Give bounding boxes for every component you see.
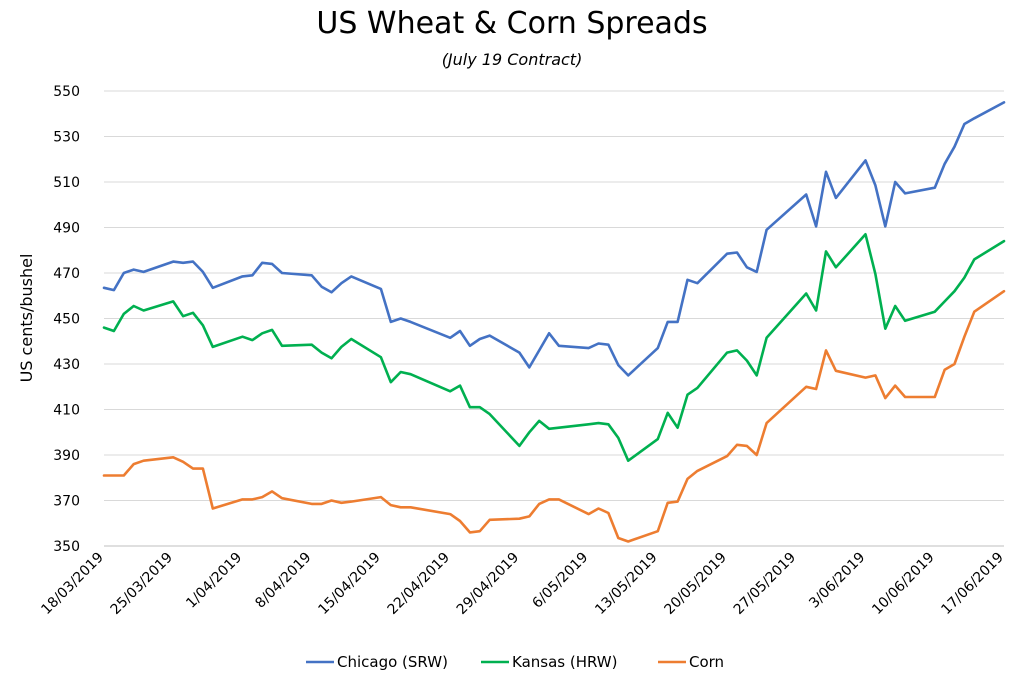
chart-title: US Wheat & Corn Spreads xyxy=(316,6,708,41)
x-tick-label: 29/04/2019 xyxy=(454,550,522,618)
y-tick-label: 370 xyxy=(53,494,80,510)
x-tick-label: 17/06/2019 xyxy=(938,550,1006,618)
y-tick-label: 510 xyxy=(53,175,80,191)
legend-label: Kansas (HRW) xyxy=(512,653,618,671)
legend-label: Corn xyxy=(689,653,724,671)
chart-subtitle: (July 19 Contract) xyxy=(441,50,583,69)
x-tick-label: 13/05/2019 xyxy=(592,550,660,618)
x-tick-label: 6/05/2019 xyxy=(529,550,591,612)
x-tick-label: 8/04/2019 xyxy=(252,550,314,612)
x-axis-ticks: 18/03/2019 25/03/2019 1/04/2019 8/04/2019 15… xyxy=(38,550,1006,618)
y-tick-label: 490 xyxy=(53,221,80,237)
x-tick-label: 22/04/2019 xyxy=(385,550,453,618)
series-line-1 xyxy=(102,233,1006,463)
x-tick-label: 25/03/2019 xyxy=(108,550,176,618)
x-tick-label: 20/05/2019 xyxy=(662,550,730,618)
y-axis-label: US cents/bushel xyxy=(17,254,36,383)
y-tick-label: 550 xyxy=(53,84,80,100)
series-lines xyxy=(102,101,1006,543)
y-axis-ticks: 350 370 390 410 430 450 470 490 510 530 550 xyxy=(53,84,80,555)
series-line-0 xyxy=(102,101,1006,377)
y-tick-label: 530 xyxy=(53,130,80,146)
x-tick-label: 3/06/2019 xyxy=(806,550,868,612)
x-tick-label: 18/03/2019 xyxy=(38,550,106,618)
y-tick-label: 410 xyxy=(53,403,80,419)
y-tick-label: 470 xyxy=(53,266,80,282)
gridlines xyxy=(104,90,1004,501)
y-tick-label: 350 xyxy=(53,539,80,555)
y-tick-label: 450 xyxy=(53,312,80,328)
x-tick-label: 10/06/2019 xyxy=(869,550,937,618)
legend-label: Chicago (SRW) xyxy=(337,653,448,671)
y-tick-label: 430 xyxy=(53,357,80,373)
x-tick-label: 27/05/2019 xyxy=(731,550,799,618)
legend: Chicago (SRW) Kansas (HRW) Corn xyxy=(306,653,724,671)
y-tick-label: 390 xyxy=(53,448,80,464)
series-line-2 xyxy=(102,289,1006,543)
x-tick-label: 15/04/2019 xyxy=(315,550,383,618)
x-tick-label: 1/04/2019 xyxy=(183,550,245,612)
